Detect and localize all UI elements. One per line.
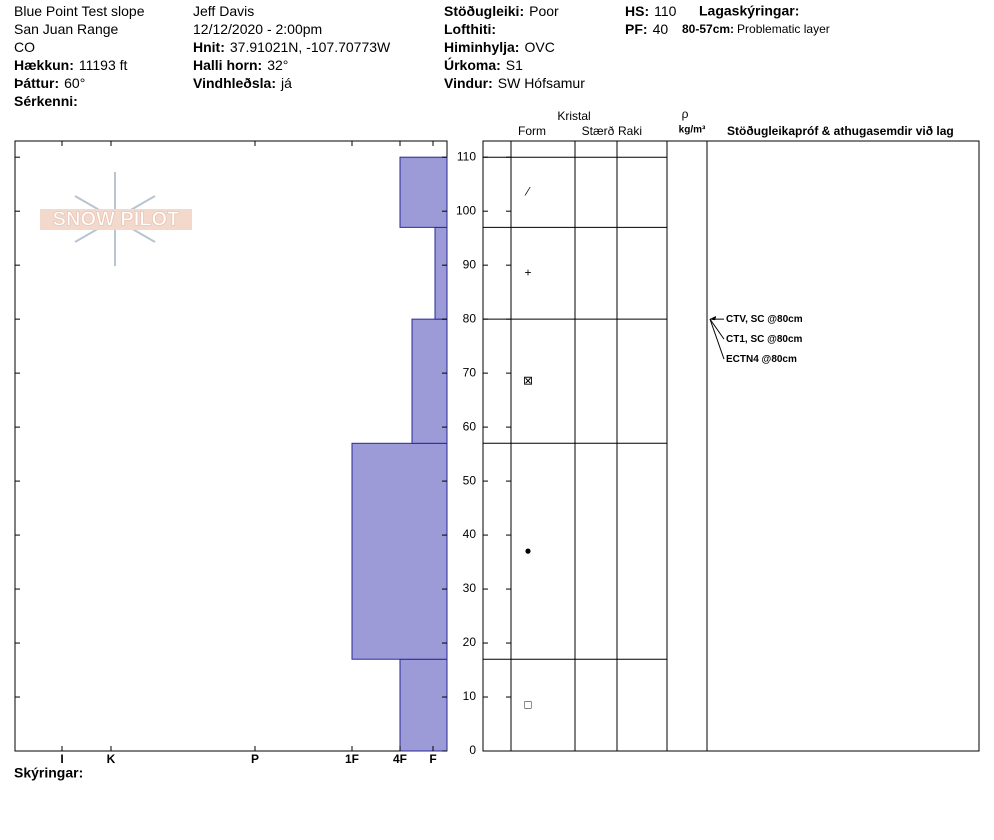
header-field: 12/12/2020 - 2:00pm	[193, 21, 322, 37]
field-label: Lofthiti:	[444, 21, 496, 37]
field-value: 37.91021N, -107.70773W	[230, 39, 391, 55]
header-field: Stöðugleiki: Poor	[444, 3, 559, 19]
header-field: Hnit: 37.91021N, -107.70773W	[193, 39, 391, 55]
x-tick-label: P	[251, 752, 259, 766]
header-field: Jeff Davis	[193, 3, 254, 19]
field-value: OVC	[524, 39, 554, 55]
test-arrow	[709, 318, 725, 340]
arrow-head	[710, 316, 716, 321]
y-tick-label: 30	[463, 581, 477, 595]
field-label: Vindur:	[444, 75, 493, 91]
header-field: Blue Point Test slope	[14, 3, 145, 19]
grain-form: □	[524, 697, 531, 711]
y-tick-label: 20	[463, 635, 477, 649]
y-tick-label: 40	[463, 527, 477, 541]
watermark-text: SNOW PILOT	[53, 208, 180, 230]
field-label: Hnit:	[193, 39, 225, 55]
col-header: Stærð	[582, 124, 615, 138]
field-value: CO	[14, 39, 35, 55]
field-value: Jeff Davis	[193, 3, 254, 19]
header-field: HS: 110	[625, 3, 677, 19]
y-tick-label: 90	[463, 257, 477, 271]
hardness-bar	[399, 156, 448, 228]
field-value: 110	[654, 3, 677, 19]
x-tick-label: 4F	[393, 752, 407, 766]
header-field: Úrkoma: S1	[444, 56, 523, 73]
header-field: PF: 40	[625, 21, 668, 37]
field-value: Poor	[529, 3, 559, 19]
field-value: 32°	[267, 57, 288, 73]
layer-note: 80-57cm: Problematic layer	[682, 22, 830, 36]
footer-label: Skýringar:	[14, 765, 83, 781]
grain-form: ⁄	[524, 184, 531, 198]
field-label: Halli horn:	[193, 57, 262, 73]
col-header: Raki	[618, 124, 642, 138]
header-field: Himinhylja: OVC	[444, 39, 555, 55]
field-value: 12/12/2020 - 2:00pm	[193, 21, 322, 37]
y-tick-label: 110	[457, 149, 476, 163]
field-value: SW Hófsamur	[498, 75, 585, 91]
test-label: CT1, SC @80cm	[726, 334, 803, 345]
field-value: S1	[506, 57, 523, 73]
field-label: Vindhleðsla:	[193, 75, 276, 91]
field-label: PF:	[625, 21, 648, 37]
grain-form: ⊠	[523, 373, 533, 387]
table-frame	[482, 140, 980, 752]
col-header: Stöðugleikapróf & athugasemdir við lag	[727, 124, 954, 138]
header-field: Hækkun: 11193 ft	[14, 57, 128, 73]
watermark-band	[40, 209, 192, 230]
field-label: HS:	[625, 3, 649, 19]
y-tick-label: 0	[469, 743, 476, 757]
field-value: 40	[653, 21, 669, 37]
header-field: Lofthiti:	[444, 21, 496, 37]
header-field: Halli horn: 32°	[193, 57, 288, 73]
col-header: Kristal	[557, 109, 590, 123]
test-label: ECTN4 @80cm	[726, 354, 797, 365]
field-value: Blue Point Test slope	[14, 3, 145, 19]
x-tick-label: I	[60, 752, 63, 766]
note-layer: 80-57cm:	[682, 22, 734, 36]
grain-form: ●	[524, 543, 531, 557]
hardness-bar	[434, 226, 448, 320]
test-arrow	[709, 318, 725, 360]
x-tick-label: 1F	[345, 752, 359, 766]
y-tick-label: 10	[463, 689, 477, 703]
y-tick-label: 70	[463, 365, 477, 379]
field-value: já	[280, 75, 292, 91]
hardness-bar	[399, 658, 448, 752]
field-value: 60°	[64, 75, 85, 91]
x-tick-label: K	[107, 752, 116, 766]
note-text: Problematic layer	[737, 22, 830, 36]
y-tick-label: 100	[456, 203, 476, 217]
field-label: Stöðugleiki:	[444, 3, 524, 19]
y-tick-label: 60	[463, 419, 477, 433]
field-label: Hækkun:	[14, 57, 74, 73]
col-header: ρ	[682, 107, 689, 121]
header-field: Vindur: SW Hófsamur	[444, 75, 585, 91]
table-columns	[510, 141, 708, 751]
grain-form: +	[524, 265, 531, 279]
field-label: Sérkenni:	[14, 93, 78, 109]
test-label: CTV, SC @80cm	[726, 314, 803, 325]
header-field: Vindhleðsla: já	[193, 75, 292, 91]
y-tick-label: 80	[463, 311, 477, 325]
field-label: Úrkoma:	[444, 56, 501, 73]
field-value: San Juan Range	[14, 21, 119, 37]
hardness-bar	[351, 442, 448, 660]
header-field: San Juan Range	[14, 21, 119, 37]
hardness-bar	[411, 318, 448, 444]
field-label: Himinhylja:	[444, 39, 519, 55]
col-header: kg/m³	[679, 125, 706, 136]
field-value: 11193 ft	[79, 57, 128, 73]
y-tick-label: 50	[463, 473, 477, 487]
header-field: Þáttur: 60°	[14, 75, 85, 91]
header-field: Sérkenni:	[14, 93, 78, 109]
x-tick-label: F	[429, 752, 436, 766]
col-header: Form	[518, 124, 546, 138]
header-field: CO	[14, 39, 35, 55]
field-label: Þáttur:	[14, 75, 59, 91]
notes-label: Lagaskýringar:	[699, 3, 799, 19]
